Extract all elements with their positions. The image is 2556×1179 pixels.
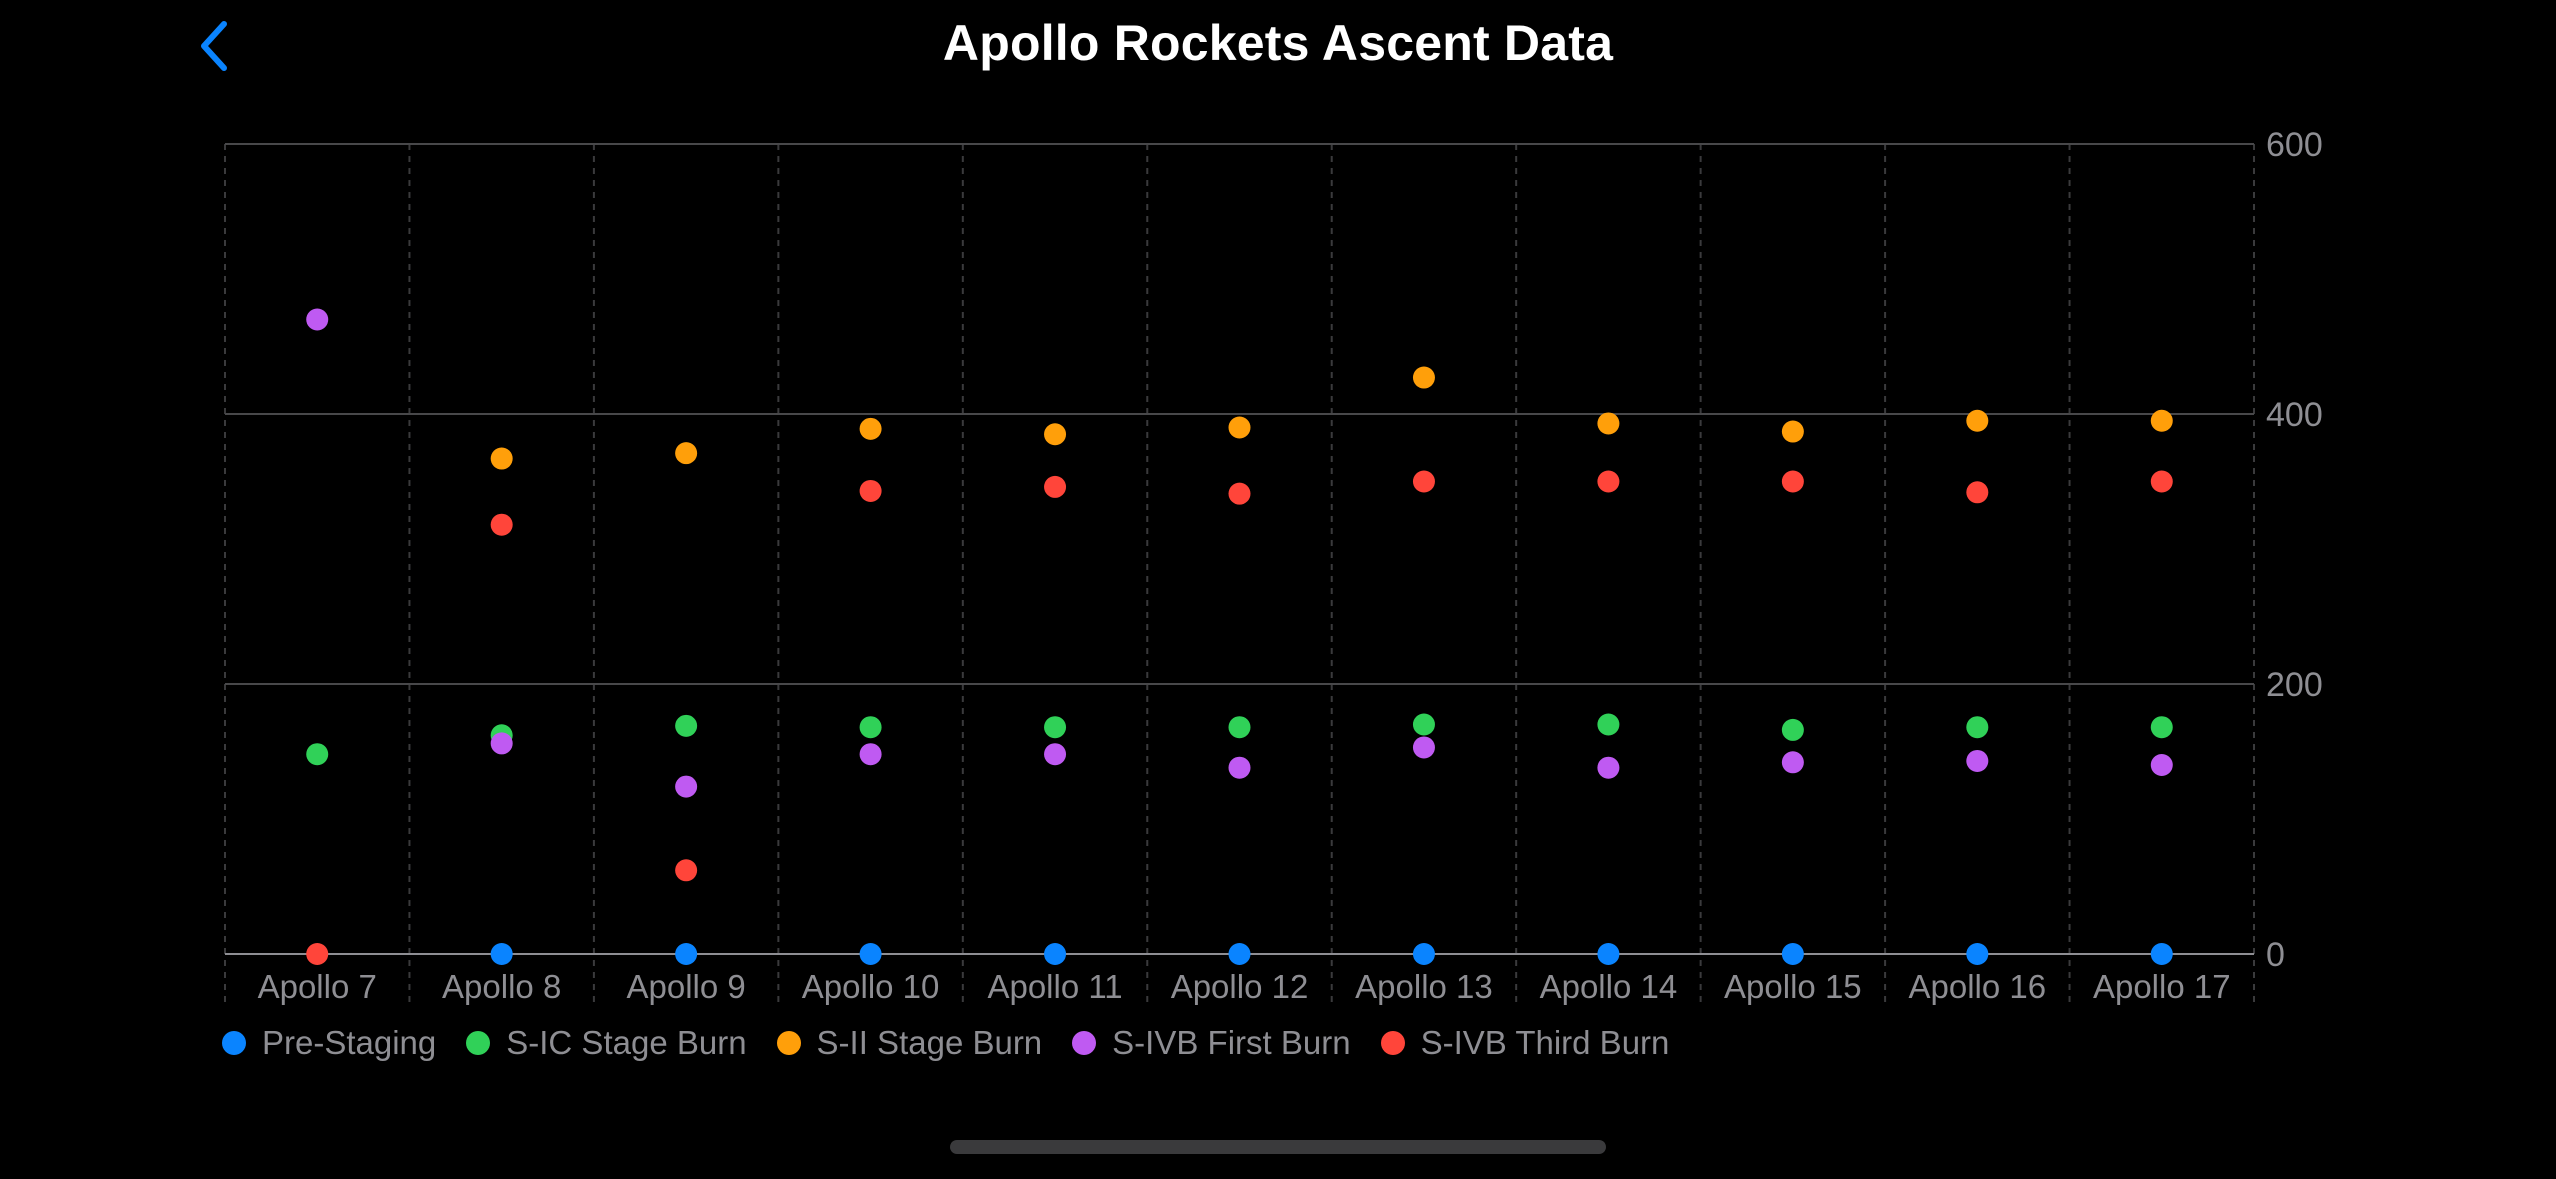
point-s-ic-stage-burn <box>1412 713 1435 736</box>
point-s-ivb-first-burn <box>859 743 882 766</box>
legend-dot <box>466 1031 491 1055</box>
x-tick-label: Apollo 16 <box>1909 968 2047 1005</box>
point-s-ivb-third-burn <box>1044 475 1067 498</box>
point-s-ivb-third-burn <box>1412 470 1435 493</box>
point-s-ii-stage-burn <box>1597 412 1620 435</box>
back-button[interactable] <box>196 18 236 74</box>
point-pre-staging <box>1781 943 1804 965</box>
point-pre-staging <box>1044 943 1067 965</box>
x-tick-label: Apollo 11 <box>987 968 1122 1005</box>
point-pre-staging <box>2150 943 2173 965</box>
point-s-ivb-first-burn <box>1412 736 1435 759</box>
point-s-ic-stage-burn <box>1044 716 1067 739</box>
chevron-left-icon <box>201 21 227 71</box>
legend-dot <box>1072 1031 1097 1055</box>
point-pre-staging <box>490 943 513 965</box>
chart-legend: Pre-Staging S-IC Stage Burn S-II Stage Bur… <box>222 1024 1699 1062</box>
x-tick-label: Apollo 7 <box>258 968 377 1005</box>
legend-dot <box>1380 1031 1405 1055</box>
x-tick-label: Apollo 13 <box>1355 968 1493 1005</box>
point-s-ii-stage-burn <box>1412 366 1435 389</box>
point-s-ivb-third-burn <box>1228 482 1251 505</box>
point-s-ic-stage-burn <box>1781 718 1804 741</box>
point-s-ic-stage-burn <box>1228 716 1251 739</box>
point-s-ivb-third-burn <box>859 479 882 502</box>
home-indicator[interactable] <box>950 1140 1606 1154</box>
point-s-ii-stage-burn <box>859 417 882 440</box>
point-s-ii-stage-burn <box>2150 409 2173 432</box>
point-s-ivb-third-burn <box>675 859 698 882</box>
point-pre-staging <box>859 943 882 965</box>
point-s-ivb-first-burn <box>490 732 513 755</box>
legend-dot <box>776 1031 801 1055</box>
point-s-ivb-third-burn <box>306 943 329 965</box>
legend-label: S-IVB Third Burn <box>1420 1024 1670 1061</box>
legend-item: S-IVB First Burn <box>1072 1024 1351 1062</box>
y-tick-label: 0 <box>2266 936 2285 974</box>
point-s-ivb-first-burn <box>1044 743 1067 766</box>
legend-label: S-IC Stage Burn <box>506 1024 747 1061</box>
point-s-ivb-third-burn <box>1597 470 1620 493</box>
point-s-ivb-third-burn <box>1966 481 1989 504</box>
x-tick-label: Apollo 14 <box>1540 968 1678 1005</box>
point-s-ivb-third-burn <box>1781 470 1804 493</box>
x-tick-label: Apollo 8 <box>442 968 561 1005</box>
point-s-ivb-first-burn <box>1781 751 1804 774</box>
point-pre-staging <box>1966 943 1989 965</box>
legend-item: S-II Stage Burn <box>776 1024 1043 1062</box>
point-s-ic-stage-burn <box>859 716 882 739</box>
legend-item: S-IC Stage Burn <box>466 1024 747 1062</box>
point-s-ii-stage-burn <box>675 442 698 465</box>
point-s-ic-stage-burn <box>1966 716 1989 739</box>
point-s-ic-stage-burn <box>306 743 329 766</box>
point-s-ii-stage-burn <box>1781 420 1804 443</box>
x-tick-label: Apollo 10 <box>802 968 940 1005</box>
point-pre-staging <box>1228 943 1251 965</box>
x-tick-label: Apollo 15 <box>1724 968 1862 1005</box>
y-tick-label: 600 <box>2266 126 2323 164</box>
y-tick-label: 400 <box>2266 396 2323 434</box>
point-s-ivb-third-burn <box>2150 470 2173 493</box>
point-s-ii-stage-burn <box>1044 423 1067 446</box>
point-s-ivb-third-burn <box>490 513 513 536</box>
x-tick-label: Apollo 9 <box>627 968 746 1005</box>
point-s-ii-stage-burn <box>490 447 513 470</box>
point-s-ic-stage-burn <box>1597 713 1620 736</box>
point-s-ii-stage-burn <box>1966 409 1989 432</box>
legend-dot <box>222 1031 246 1055</box>
point-s-ivb-first-burn <box>675 775 698 798</box>
x-tick-label: Apollo 17 <box>2093 968 2231 1005</box>
legend-item: S-IVB Third Burn <box>1380 1024 1670 1062</box>
page-title: Apollo Rockets Ascent Data <box>942 15 1614 71</box>
point-s-ivb-first-burn <box>1966 749 1989 772</box>
x-tick-label: Apollo 12 <box>1171 968 1309 1005</box>
scatter-chart: 0 200 400 600 Apollo 7 Apollo 8 Apollo 9 Apollo… <box>224 126 2323 1005</box>
point-pre-staging <box>1412 943 1435 965</box>
point-s-ivb-first-burn <box>2150 754 2173 776</box>
point-s-ic-stage-burn <box>2150 716 2173 739</box>
point-s-ic-stage-burn <box>675 714 698 737</box>
legend-item: Pre-Staging <box>222 1024 436 1062</box>
point-pre-staging <box>675 943 698 965</box>
legend-label: S-II Stage Burn <box>816 1024 1043 1061</box>
point-s-ivb-first-burn <box>1597 756 1620 779</box>
legend-label: S-IVB First Burn <box>1112 1024 1351 1061</box>
point-s-ii-stage-burn <box>1228 416 1251 439</box>
point-s-ivb-first-burn <box>1228 756 1251 779</box>
legend-label: Pre-Staging <box>262 1024 437 1061</box>
point-s-ivb-first-burn <box>306 308 329 331</box>
point-pre-staging <box>1597 943 1620 965</box>
y-tick-label: 200 <box>2266 666 2323 704</box>
